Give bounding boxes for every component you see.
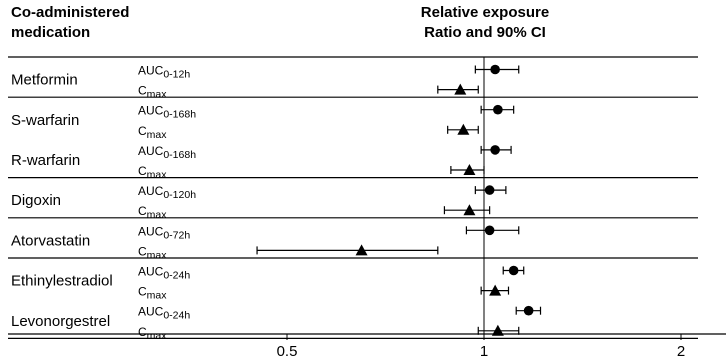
parameter-label: Cmax [138,164,167,181]
estimate-circle [484,185,495,195]
parameter-label: Cmax [138,204,167,221]
x-tick-label: 2 [677,343,685,360]
estimate-circle [508,265,519,276]
drug-label: Metformin [11,72,78,89]
parameter-label: AUC0-72h [138,224,190,241]
estimate-triangle [457,123,470,135]
parameter-label: AUC0-120h [138,184,196,201]
estimate-triangle [355,244,368,256]
estimate-triangle [489,284,502,296]
estimate-circle [490,64,500,75]
estimate-circle [484,225,495,236]
x-tick-label: 1 [480,343,488,360]
parameter-label: AUC0-12h [138,64,190,81]
parameter-label: Cmax [138,84,167,101]
header-left-line2: medication [11,24,90,41]
parameter-label: Cmax [138,325,167,342]
drug-label: Digoxin [11,192,61,209]
drug-label: S-warfarin [11,112,79,129]
parameter-label: AUC0-168h [138,104,196,121]
x-tick-label: 0.5 [277,343,298,360]
header-left-line1: Co-administered [11,4,129,21]
estimate-triangle [463,164,476,175]
estimate-triangle [463,204,476,216]
estimate-triangle [491,324,504,336]
estimate-circle [490,145,500,155]
parameter-label: AUC0-168h [138,144,196,161]
estimate-triangle [454,83,467,95]
parameter-label: AUC0-24h [138,265,190,282]
drug-label: R-warfarin [11,152,80,169]
estimate-circle [523,305,534,316]
estimate-circle [493,104,503,115]
drug-label: Levonorgestrel [11,313,110,330]
drug-label: Atorvastatin [11,232,90,249]
parameter-label: AUC0-24h [138,305,190,322]
plot-area: 0.5 1 2 Metformin AUC0-12h Cmax S-warfarin AUC0… [8,56,726,360]
header-right-line1: Relative exposure [421,4,549,21]
header-right-line2: Ratio and 90% CI [424,24,546,41]
drug-label: Ethinylestradiol [11,273,113,290]
parameter-label: Cmax [138,285,167,302]
parameter-label: Cmax [138,244,167,261]
parameter-label: Cmax [138,124,167,141]
